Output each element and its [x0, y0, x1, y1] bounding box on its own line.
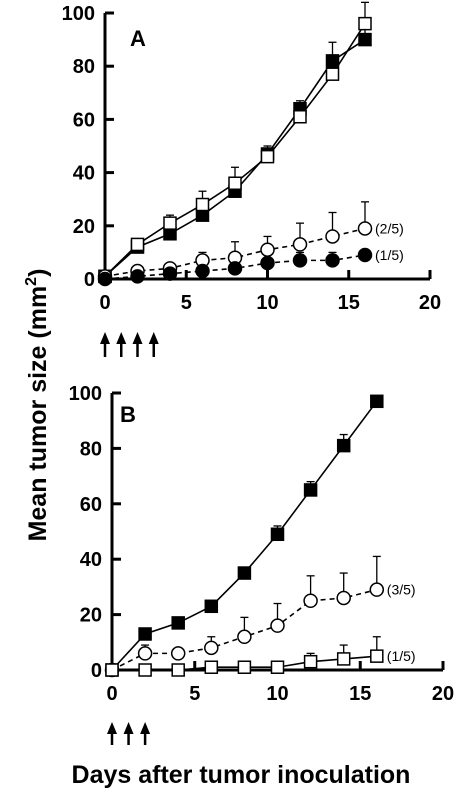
- series-annotation-B-2: (1/5): [387, 648, 416, 664]
- data-point-A-2: [357, 221, 373, 236]
- y-tick-label-A: 80: [73, 56, 95, 78]
- data-point-B-2: [237, 660, 252, 674]
- data-point-B-2: [270, 660, 285, 674]
- data-point-B-2: [370, 649, 384, 663]
- x-tick-label-B: 5: [189, 683, 200, 705]
- data-point-B-1: [237, 629, 252, 645]
- data-point-B-0: [138, 627, 152, 641]
- data-point-A-3: [195, 263, 210, 279]
- data-point-B-2: [303, 654, 318, 669]
- x-tick-label-A: 15: [338, 292, 360, 314]
- treatment-arrow-head-A: [132, 332, 143, 344]
- data-point-B-1: [270, 618, 285, 633]
- data-point-A-1: [260, 149, 275, 164]
- treatment-arrow-head-B: [107, 722, 117, 734]
- data-point-A-1: [325, 67, 340, 81]
- data-point-B-0: [237, 566, 252, 580]
- data-point-B-2: [138, 663, 152, 677]
- series-annotation-A-2: (2/5): [375, 220, 404, 236]
- panel-label-A: A: [130, 26, 146, 51]
- data-point-A-1: [130, 237, 145, 252]
- x-tick-label-B: 15: [349, 683, 371, 705]
- x-tick-label-B: 20: [432, 683, 454, 705]
- treatment-arrow-head-A: [148, 332, 159, 344]
- data-point-B-1: [369, 582, 385, 597]
- treatment-arrow-head-A: [100, 332, 110, 344]
- data-point-A-3: [292, 253, 308, 268]
- y-tick-label-B: 20: [80, 605, 102, 627]
- y-tick-label-B: 40: [80, 549, 102, 571]
- series-annotation-B-1: (3/5): [387, 582, 416, 598]
- data-point-B-0: [336, 438, 351, 453]
- data-point-A-2: [325, 229, 340, 244]
- data-point-A-1: [293, 109, 307, 124]
- data-point-A-3: [227, 261, 243, 276]
- x-tick-label-B: 10: [266, 683, 288, 705]
- data-point-B-2: [105, 663, 119, 677]
- series-annotation-A-3: (1/5): [375, 247, 404, 263]
- data-point-A-0: [358, 32, 372, 47]
- data-point-A-3: [130, 269, 145, 284]
- y-tick-label-A: 100: [62, 3, 95, 25]
- data-point-A-1: [163, 216, 177, 230]
- data-point-A-1: [195, 197, 210, 212]
- treatment-arrow-head-A: [116, 332, 127, 344]
- data-point-B-0: [171, 616, 185, 630]
- x-tick-label-A: 10: [256, 292, 278, 314]
- y-tick-label-A: 20: [73, 216, 95, 238]
- x-tick-label-A: 0: [99, 292, 110, 314]
- data-point-B-0: [303, 483, 318, 497]
- data-point-B-1: [137, 646, 153, 661]
- data-point-B-2: [336, 652, 351, 666]
- y-tick-label-B: 100: [69, 383, 102, 405]
- x-axis-title: Days after tumor inoculation: [72, 761, 411, 789]
- treatment-arrow-head-B: [140, 722, 151, 734]
- data-point-B-1: [170, 646, 186, 661]
- data-point-A-2: [260, 242, 275, 257]
- x-tick-label-A: 5: [181, 292, 192, 314]
- y-tick-label-B: 80: [80, 438, 102, 460]
- data-point-A-2: [292, 237, 308, 252]
- data-point-B-1: [204, 640, 219, 656]
- data-point-A-3: [357, 247, 373, 263]
- data-point-A-1: [228, 176, 242, 190]
- data-point-B-1: [336, 590, 351, 606]
- data-point-B-0: [370, 394, 384, 409]
- data-point-A-0: [325, 54, 340, 68]
- x-tick-label-A: 20: [419, 292, 441, 314]
- data-point-A-3: [260, 255, 275, 271]
- treatment-arrow-head-B: [123, 722, 134, 734]
- y-axis-title: Mean tumor size (mm2): [23, 269, 52, 542]
- data-point-A-3: [97, 271, 113, 287]
- data-point-B-1: [303, 593, 318, 608]
- data-point-B-2: [171, 663, 185, 677]
- data-point-A-3: [162, 266, 178, 281]
- y-tick-label-B: 60: [80, 494, 102, 516]
- y-tick-label-B: 0: [91, 660, 102, 682]
- y-tick-label-A: 40: [73, 163, 95, 185]
- data-point-B-0: [270, 527, 285, 542]
- y-tick-label-A: 0: [84, 269, 95, 291]
- series-line-A-2: [104, 227, 366, 278]
- data-point-A-1: [358, 16, 372, 31]
- data-point-B-2: [204, 660, 219, 674]
- x-tick-label-B: 0: [106, 683, 117, 705]
- data-point-A-3: [325, 253, 340, 268]
- y-tick-label-A: 60: [73, 109, 95, 131]
- panel-label-B: B: [120, 402, 136, 427]
- data-point-B-0: [204, 599, 219, 614]
